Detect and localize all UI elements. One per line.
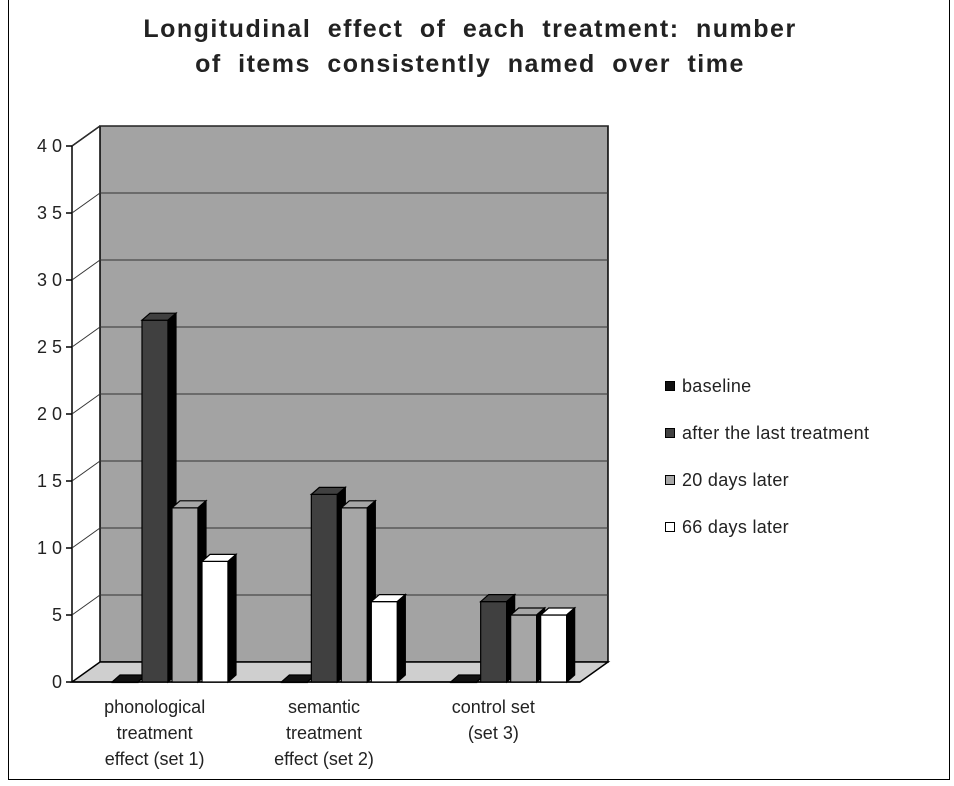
x-tick-label: treatment <box>286 723 362 743</box>
legend-label: 66 days later <box>682 517 789 537</box>
bar-side <box>227 553 237 684</box>
x-tick-label: treatment <box>117 723 193 743</box>
legend-swatch <box>665 428 675 438</box>
chart-frame <box>8 0 950 780</box>
x-tick-label: effect (set 1) <box>105 749 205 769</box>
gridline-depth <box>71 326 101 348</box>
bar <box>540 614 568 683</box>
bar <box>141 319 169 683</box>
legend-label: baseline <box>682 376 752 396</box>
legend-label: after the last treatment <box>682 423 870 443</box>
legend-swatch <box>665 381 675 391</box>
y-tick-label: 4 0 <box>37 136 62 156</box>
y-tick-label: 1 0 <box>37 538 62 558</box>
legend-swatch <box>665 475 675 485</box>
x-tick-label: phonological <box>104 697 205 717</box>
gridline-depth <box>71 393 101 415</box>
bar <box>171 507 199 683</box>
y-tick-label: 3 0 <box>37 270 62 290</box>
y-tick-label: 3 5 <box>37 203 62 223</box>
gridline-depth <box>71 527 101 549</box>
bar <box>310 493 338 683</box>
bar-side <box>566 606 576 684</box>
y-tick-label: 1 5 <box>37 471 62 491</box>
gridline-depth <box>71 192 101 214</box>
y-tick-label: 0 <box>52 672 62 692</box>
chart-title-line-1: Longitudinal effect of each treatment: n… <box>143 15 797 43</box>
x-tick-label: control set <box>452 697 535 717</box>
x-tick-label: (set 3) <box>468 723 519 743</box>
y-tick-label: 2 5 <box>37 337 62 357</box>
bar <box>340 507 368 683</box>
y-tick-label: 2 0 <box>37 404 62 424</box>
gridline-depth <box>71 594 101 616</box>
y-tick-label: 5 <box>52 605 62 625</box>
x-tick-label: semantic <box>288 697 360 717</box>
bar <box>370 600 398 683</box>
bar <box>201 560 229 683</box>
chart-title: Longitudinal effect of each treatment: n… <box>90 12 850 82</box>
chart-title-line-2: of items consistently named over time <box>195 50 745 78</box>
legend-swatch <box>665 522 675 532</box>
gridline-depth <box>71 259 101 281</box>
gridline-depth <box>71 460 101 482</box>
x-tick-label: effect (set 2) <box>274 749 374 769</box>
bar <box>510 614 538 683</box>
bar-side <box>396 593 406 684</box>
bar <box>480 600 508 683</box>
gridline-depth <box>71 125 101 147</box>
legend-label: 20 days later <box>682 470 789 490</box>
